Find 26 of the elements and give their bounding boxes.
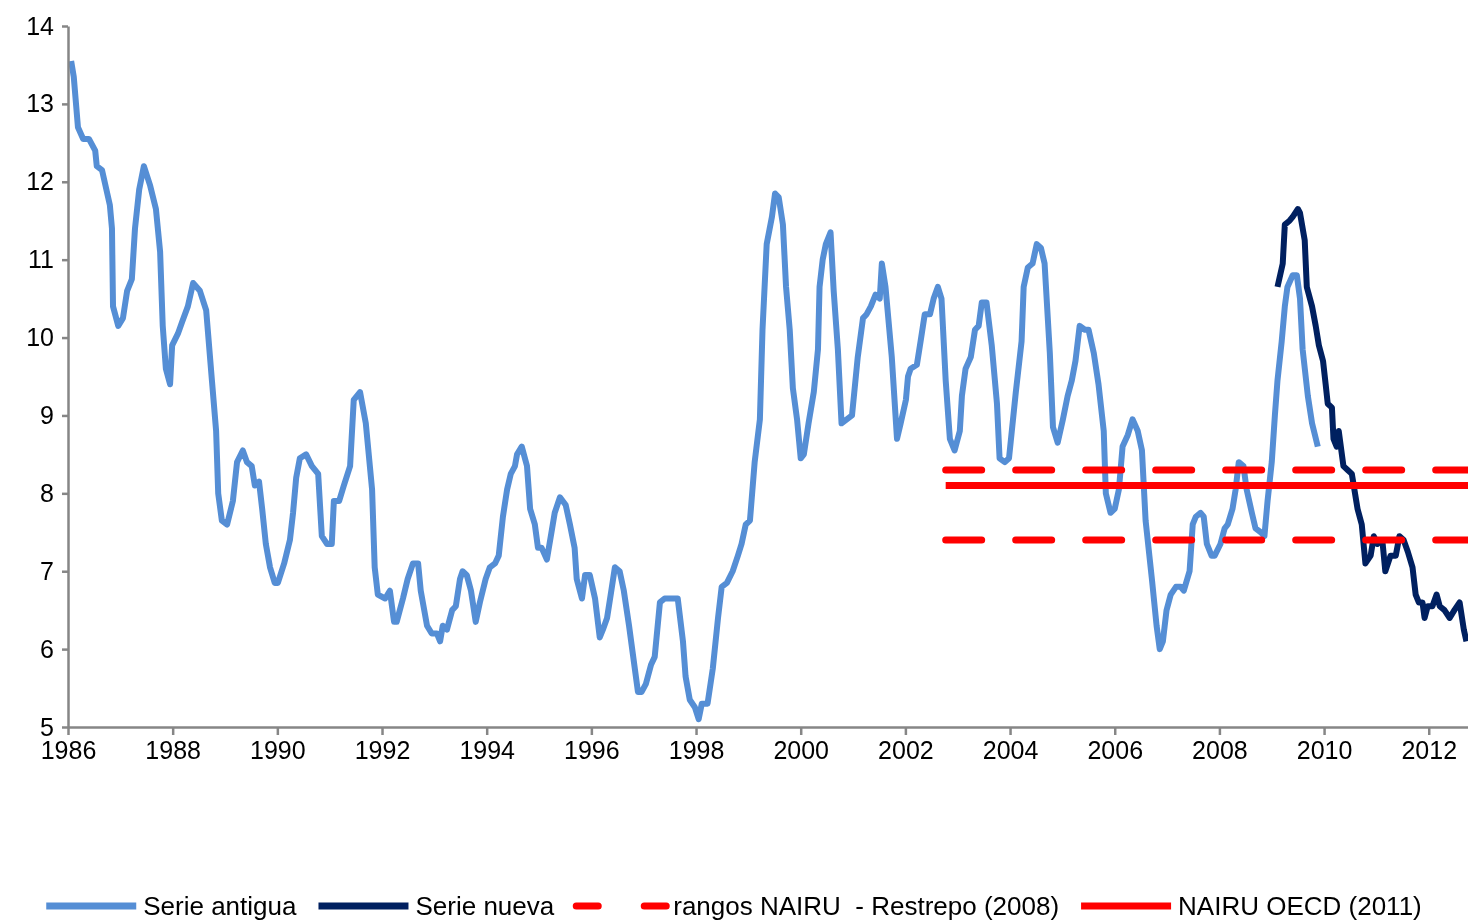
x-tick-label: 2012 [1401,735,1458,764]
x-tick-label: 2010 [1296,735,1353,764]
y-tick-label: 7 [40,556,54,585]
legend-label: rangos NAIRU - Restrepo (2008) [673,891,1060,921]
x-tick-label: 1994 [459,735,516,764]
x-tick-label: 2008 [1192,735,1248,764]
y-tick-label: 11 [28,245,54,274]
x-tick-label: 2000 [773,735,830,764]
x-tick-label: 2004 [982,735,1039,764]
x-tick-label: 1998 [668,735,725,764]
y-tick-label: 12 [26,167,54,196]
x-tick-label: 1996 [564,735,620,764]
y-tick-label: 14 [26,11,55,40]
legend-label: NAIRU OECD (2011) [1178,891,1422,921]
x-tick-label: 1992 [354,735,411,764]
y-tick-label: 10 [26,323,54,352]
y-tick-label: 13 [26,89,54,118]
x-tick-label: 2002 [878,735,934,764]
x-tick-label: 1990 [250,735,306,764]
x-tick-label: 1988 [145,735,201,764]
legend-label: Serie nueva [415,891,555,921]
y-tick-label: 6 [40,634,54,663]
y-tick-label: 8 [40,478,54,507]
legend-label: Serie antigua [143,891,297,921]
y-tick-label: 9 [40,400,54,429]
x-tick-label: 2006 [1087,735,1144,764]
